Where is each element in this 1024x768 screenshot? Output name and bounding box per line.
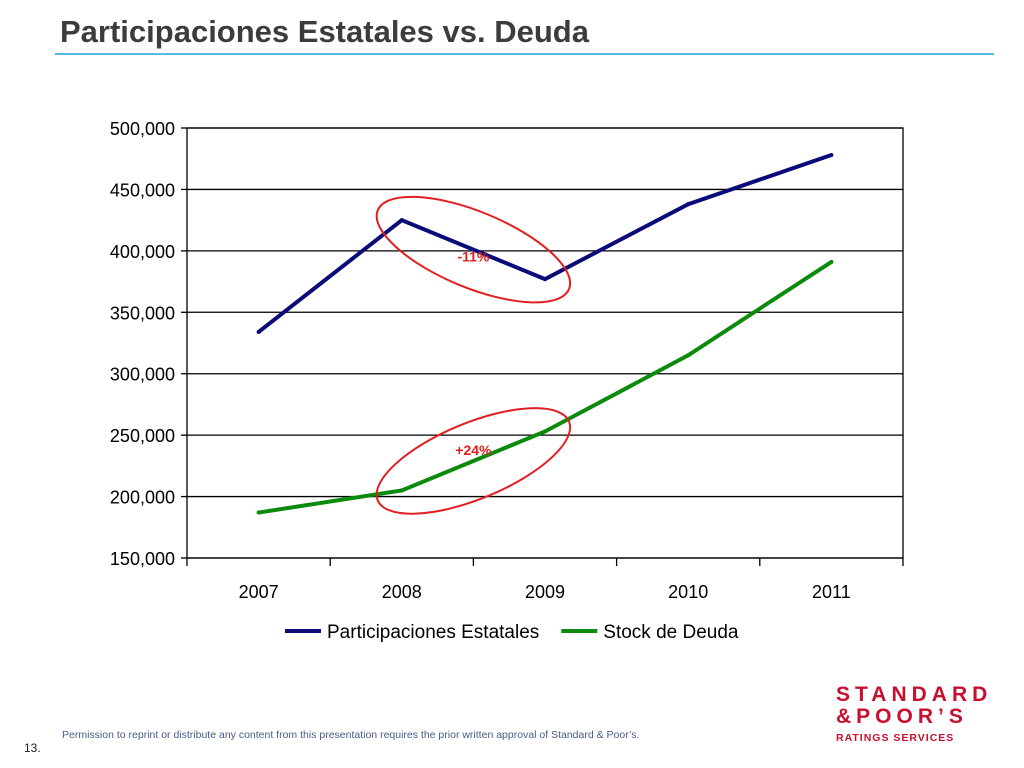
y-tick-label: 450,000 (110, 180, 175, 200)
data-point-1 (399, 218, 404, 223)
legend-label-1: Participaciones Estatales (327, 622, 539, 643)
logo-line-2: &POOR’S (836, 705, 968, 728)
y-tick-label: 400,000 (110, 242, 175, 262)
legend-label-2: Stock de Deuda (603, 622, 739, 643)
annotation-label: +24% (455, 442, 492, 458)
footer-note: Permission to reprint or distribute any … (62, 729, 640, 741)
page-number: 13. (24, 741, 41, 755)
data-point-1 (543, 277, 547, 282)
y-tick-label: 300,000 (110, 365, 175, 385)
plot-frame (186, 127, 904, 559)
sp-logo: STANDARD &POOR’S RATINGS SERVICES (836, 684, 996, 745)
y-tick-label: 500,000 (110, 119, 175, 139)
logo-line-1: STANDARD (836, 683, 993, 706)
x-tick-label: 2007 (239, 582, 279, 602)
slide-title: Participaciones Estatales vs. Deuda (60, 14, 589, 49)
y-tick-label: 150,000 (110, 549, 175, 569)
x-tick-label: 2008 (382, 582, 422, 602)
data-point-1 (829, 153, 834, 158)
x-tick-label: 2009 (525, 582, 565, 602)
data-point-1 (686, 202, 691, 207)
annotation-ellipse (375, 195, 572, 304)
y-tick-label: 350,000 (110, 303, 175, 323)
data-point-2 (543, 429, 547, 434)
logo-line-3: RATINGS SERVICES (836, 732, 955, 744)
series-line-1 (257, 153, 833, 334)
annotation-label: -11% (457, 249, 489, 265)
title-rule (55, 53, 994, 55)
x-tick-label: 2010 (668, 582, 708, 602)
data-point-2 (399, 488, 404, 493)
data-point-1 (256, 329, 261, 334)
y-tick-label: 200,000 (110, 488, 175, 508)
x-tick-label: 2011 (812, 582, 851, 602)
data-point-2 (686, 353, 691, 358)
data-point-2 (829, 259, 834, 264)
data-point-2 (256, 510, 261, 515)
y-tick-label: 250,000 (110, 426, 175, 446)
series-line-2 (258, 260, 833, 515)
annotation-ellipse (375, 407, 572, 515)
